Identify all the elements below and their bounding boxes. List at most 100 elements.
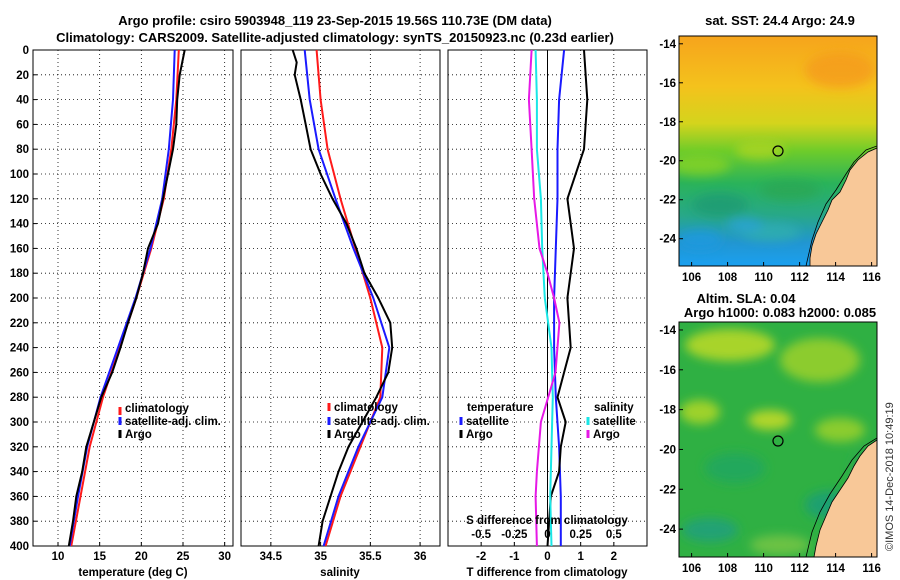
map-x-tick-label: 108: [718, 563, 738, 575]
y-tick-label: 300: [10, 417, 29, 429]
temperature-lines: [67, 49, 186, 547]
series-line-argo: [291, 49, 394, 547]
y-tick-label: 40: [16, 95, 29, 107]
series-line-argo: [67, 49, 186, 547]
map-x-tick-label: 106: [682, 272, 701, 284]
y-tick-label: 140: [10, 219, 29, 231]
y-tick-label: 180: [10, 268, 29, 280]
sla-bathymetry-contour: [805, 437, 877, 557]
salinity-legend: climatology satellite-adj. clim. Argo: [327, 402, 430, 441]
x-tick-label: 25: [177, 551, 190, 563]
sla-map-ticks: 106 108 110 112 114 116 -14 -16 -18 -20 -22 -24: [659, 325, 881, 575]
series-line-temperature-argo: [546, 49, 589, 547]
x-tick-label: -1: [509, 551, 520, 563]
temperature-ticks: 10 15 20 25 30020406080100120140160180200220…: [10, 45, 231, 563]
legend-sal-satellite-label: satellite: [593, 416, 636, 428]
legend-argo-label: Argo: [334, 429, 361, 441]
map-y-tick-label: -24: [659, 524, 676, 536]
sla-map-image: [679, 322, 877, 557]
y-tick-label: 60: [16, 119, 29, 131]
difference-xlabel: T difference from climatology: [466, 567, 628, 579]
x-tick-label: 34.5: [260, 551, 283, 563]
x-tick-label: 20: [135, 551, 148, 563]
y-tick-label: 240: [10, 343, 29, 355]
top-tick-label: 0.5: [606, 529, 623, 541]
map-x-tick-label: 116: [862, 563, 881, 575]
x-tick-label: 0: [544, 551, 550, 563]
x-tick-label: 1: [577, 551, 584, 563]
salinity-axes-box: [240, 49, 441, 547]
sst-map-image: [679, 36, 877, 266]
salinity-lines: [291, 49, 394, 547]
map-x-tick-label: 106: [682, 563, 701, 575]
map-x-tick-label: 116: [862, 272, 881, 284]
y-tick-label: 80: [16, 144, 29, 156]
map-x-tick-label: 112: [790, 563, 809, 575]
imos-watermark: ©IMOS 14-Dec-2018 10:49:19: [884, 402, 896, 551]
legend-temperature-title: temperature: [467, 402, 533, 414]
y-tick-label: 120: [10, 194, 29, 206]
map-y-tick-label: -16: [659, 365, 676, 377]
sla-argo-marker: [772, 435, 784, 447]
top-tick-label: 0.25: [569, 529, 592, 541]
map-y-tick-label: -20: [659, 444, 676, 456]
temperature-panel: 10 15 20 25 30020406080100120140160180200220…: [10, 45, 234, 579]
legend-satellite-label: satellite-adj. clim.: [125, 416, 221, 428]
map-y-tick-label: -22: [659, 484, 676, 496]
x-tick-label: 35: [314, 551, 327, 563]
map-x-tick-label: 110: [754, 563, 773, 575]
legend-satellite-label: satellite-adj. clim.: [334, 416, 430, 428]
x-tick-label: 35.5: [359, 551, 382, 563]
difference-top-axis-label: S difference from climatology: [466, 515, 628, 527]
series-line-salinity-satellite: [534, 49, 554, 547]
sla-texture: [680, 329, 877, 555]
map-x-tick-label: 112: [790, 272, 809, 284]
top-tick-label: 0: [544, 529, 550, 541]
legend-sal-argo-label: Argo: [593, 429, 620, 441]
series-line-satellite-adj-clim-: [303, 49, 391, 547]
temperature-xlabel: temperature (deg C): [78, 567, 187, 579]
map-y-tick-label: -14: [659, 39, 676, 51]
y-tick-label: 320: [10, 442, 29, 454]
y-tick-label: 340: [10, 467, 29, 479]
y-tick-label: 280: [10, 392, 29, 404]
top-tick-label: -0.25: [501, 529, 528, 541]
difference-grid: [448, 49, 647, 547]
x-tick-label: 15: [93, 551, 106, 563]
sla-map-title-line1: Altim. SLA: 0.04: [697, 291, 797, 306]
map-y-tick-label: -22: [659, 195, 676, 207]
y-tick-label: 160: [10, 243, 29, 255]
legend-temp-satellite-label: satellite: [466, 416, 509, 428]
x-tick-label: 2: [611, 551, 617, 563]
y-tick-label: 200: [10, 293, 29, 305]
map-x-tick-label: 114: [826, 272, 845, 284]
salinity-ticks: 34.5 35 35.5 36: [260, 542, 427, 563]
temperature-legend: climatology satellite-adj. clim. Argo: [118, 403, 221, 441]
sst-argo-marker: [772, 145, 784, 157]
sst-land: [809, 147, 877, 266]
difference-ticks: -2 -1 0 1 2 -0.5 -0.25 0 0.25 0.5: [471, 529, 622, 563]
sst-map: sat. SST: 24.4 Argo: 24.9 106 108 110 112 11…: [659, 13, 881, 284]
y-tick-label: 400: [10, 541, 29, 553]
salinity-xlabel: salinity: [320, 567, 360, 579]
series-line-climatology: [315, 49, 384, 547]
legend-argo-label: Argo: [125, 429, 152, 441]
sst-texture: [679, 52, 875, 250]
sst-bathymetry-contour: [805, 145, 877, 266]
sst-map-ticks: 106 108 110 112 114 116 -14 -16 -18 -20 -22 -24: [659, 39, 881, 284]
y-tick-label: 360: [10, 491, 29, 503]
sla-map: Altim. SLA: 0.04 Argo h1000: 0.083 h2000…: [659, 291, 881, 575]
x-tick-label: 36: [414, 551, 427, 563]
x-tick-label: 10: [52, 551, 65, 563]
x-tick-label: -2: [476, 551, 486, 563]
figure-title-line2: Climatology: CARS2009. Satellite-adjuste…: [56, 30, 614, 45]
sla-map-frame: [678, 321, 878, 558]
y-tick-label: 100: [10, 169, 29, 181]
difference-panel: -2 -1 0 1 2 -0.5 -0.25 0 0.25 0.5 T difference fr…: [447, 49, 648, 579]
map-y-tick-label: -20: [659, 156, 676, 168]
map-y-tick-label: -14: [659, 325, 676, 337]
series-line-salinity-argo: [527, 49, 561, 547]
salinity-panel: 34.5 35 35.5 36 salinity climatology satell…: [240, 49, 441, 579]
sst-map-title: sat. SST: 24.4 Argo: 24.9: [705, 13, 855, 28]
